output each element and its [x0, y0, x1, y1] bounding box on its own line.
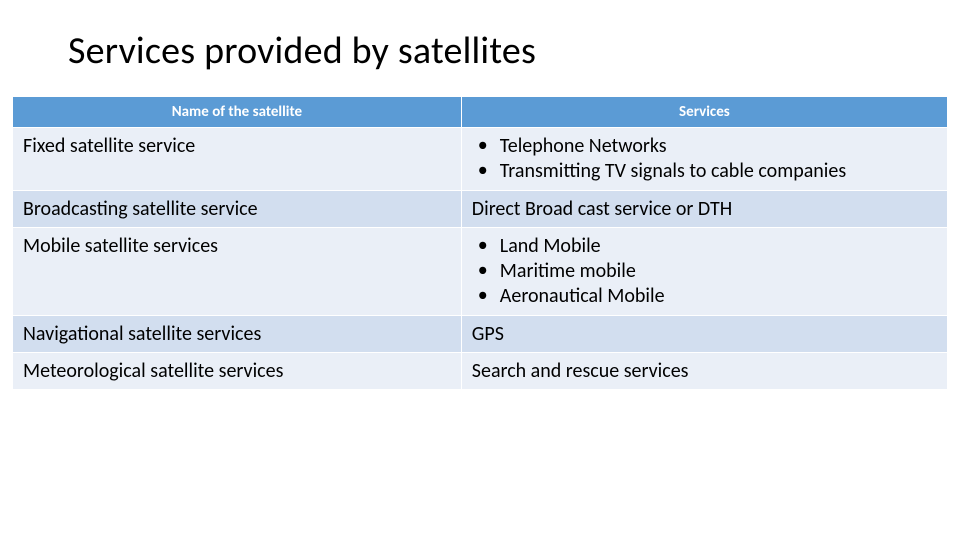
services-list-item: Telephone Networks [478, 134, 937, 159]
col-header-name: Name of the satellite [13, 97, 462, 128]
services-list: Land MobileMaritime mobileAeronautical M… [472, 234, 937, 309]
slide-title: Services provided by satellites [68, 28, 948, 74]
table-row: Broadcasting satellite serviceDirect Bro… [13, 191, 948, 228]
table-row: Navigational satellite servicesGPS [13, 316, 948, 353]
table-header-row: Name of the satellite Services [13, 97, 948, 128]
cell-name: Meteorological satellite services [13, 353, 462, 390]
cell-name: Navigational satellite services [13, 316, 462, 353]
cell-services: Land MobileMaritime mobileAeronautical M… [461, 228, 947, 316]
services-list-item: Aeronautical Mobile [478, 284, 937, 309]
cell-name: Fixed satellite service [13, 128, 462, 191]
cell-services: Direct Broad cast service or DTH [461, 191, 947, 228]
cell-name: Mobile satellite services [13, 228, 462, 316]
table-row: Fixed satellite serviceTelephone Network… [13, 128, 948, 191]
services-list-item: Maritime mobile [478, 259, 937, 284]
table-row: Meteorological satellite servicesSearch … [13, 353, 948, 390]
table-body: Fixed satellite serviceTelephone Network… [13, 128, 948, 390]
services-table: Name of the satellite Services Fixed sat… [12, 96, 948, 390]
services-list-item: Land Mobile [478, 234, 937, 259]
cell-services: Telephone NetworksTransmitting TV signal… [461, 128, 947, 191]
col-header-services: Services [461, 97, 947, 128]
slide: Services provided by satellites Name of … [0, 0, 960, 540]
table-row: Mobile satellite servicesLand MobileMari… [13, 228, 948, 316]
cell-services: Search and rescue services [461, 353, 947, 390]
services-list: Telephone NetworksTransmitting TV signal… [472, 134, 937, 184]
cell-name: Broadcasting satellite service [13, 191, 462, 228]
cell-services: GPS [461, 316, 947, 353]
services-list-item: Transmitting TV signals to cable compani… [478, 159, 937, 184]
